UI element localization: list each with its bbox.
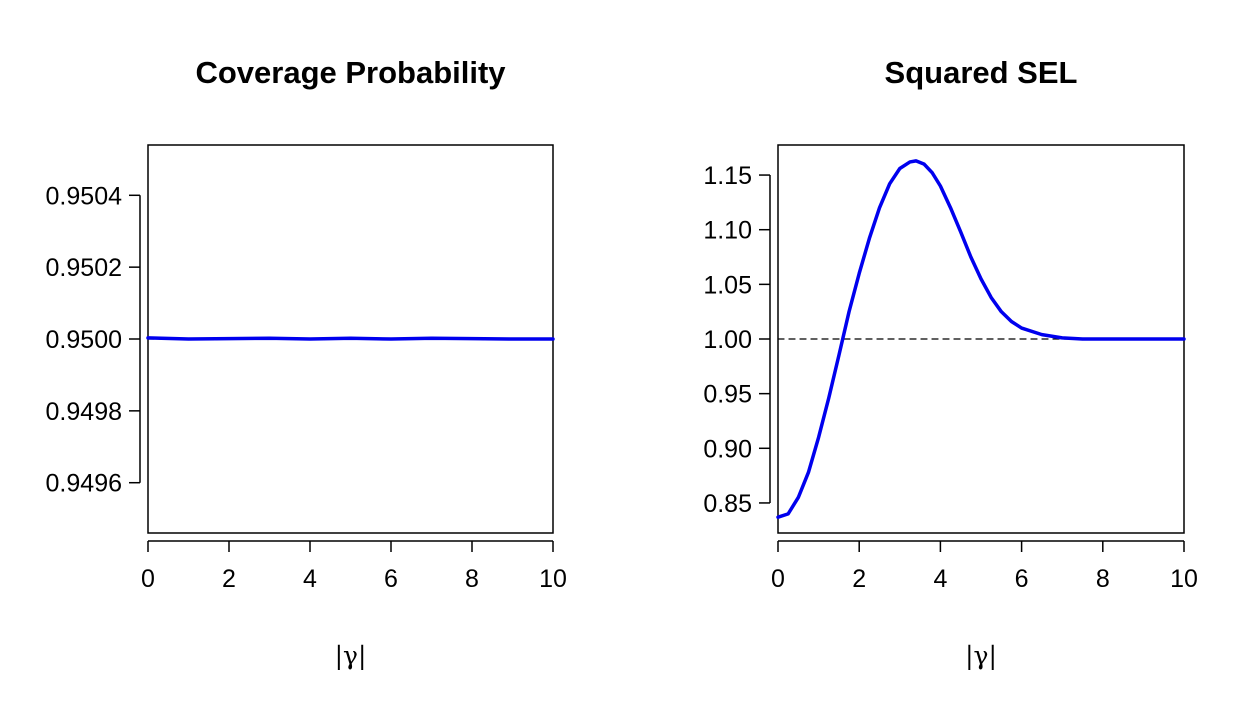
y-tick-label: 1.15 [703,162,752,190]
x-tick-label: 8 [1096,565,1110,593]
plot-title: Coverage Probability [195,55,506,90]
y-tick-label: 0.90 [703,435,752,463]
x-tick-label: 10 [1170,565,1198,593]
y-tick-label: 0.85 [703,490,752,518]
squared-sel-panel: Squared SEL 0 2 4 6 8 10 0.85 0.90 0.95 1.00 1.05 1.… [703,55,1198,671]
y-tick-label: 0.9504 [46,182,123,210]
y-tick-label: 0.9502 [46,254,122,282]
x-axis-label: |γ| [335,641,367,671]
x-tick-label: 2 [852,565,866,593]
y-tick-label: 1.10 [703,217,752,245]
x-tick-label: 4 [933,565,947,593]
y-tick-label: 1.00 [703,326,752,354]
x-tick-label: 10 [539,565,567,593]
series-line [146,336,555,341]
y-tick-label: 1.05 [703,271,752,299]
plot-title: Squared SEL [885,55,1078,90]
x-tick-label: 0 [141,565,155,593]
x-tick-label: 8 [465,565,479,593]
x-tick-label: 6 [1015,565,1029,593]
x-tick-label: 0 [771,565,785,593]
y-tick-label: 0.9496 [46,470,122,498]
x-tick-label: 6 [384,565,398,593]
y-tick-label: 0.9500 [46,326,122,354]
y-tick-label: 0.95 [703,381,752,409]
x-tick-label: 4 [303,565,317,593]
coverage-probability-panel: Coverage Probability 0 2 4 6 8 10 0.9496 0.9498 0… [46,55,567,671]
y-tick-label: 0.9498 [46,398,122,426]
x-axis-label: |γ| [965,641,997,671]
series-line [776,159,1186,519]
x-tick-label: 2 [222,565,236,593]
